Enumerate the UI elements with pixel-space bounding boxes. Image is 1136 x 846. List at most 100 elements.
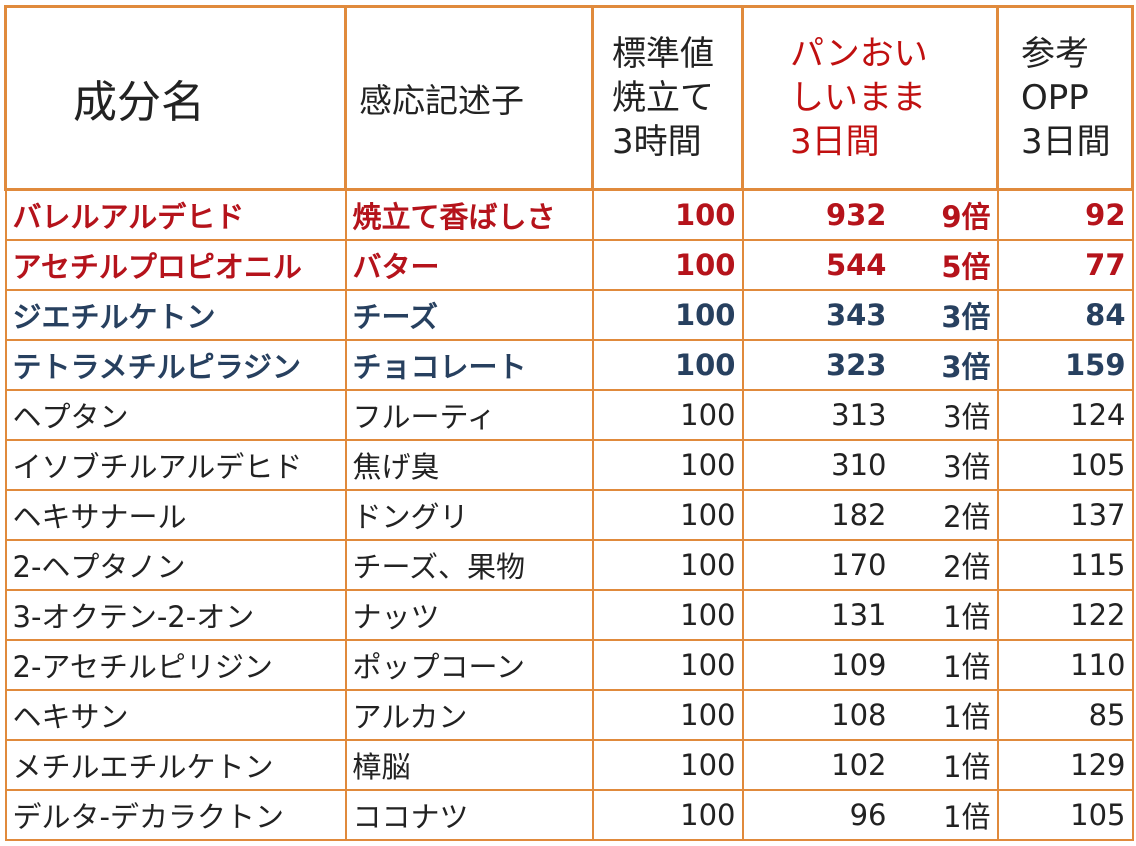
multiplier-cell: 2倍 bbox=[892, 539, 999, 591]
header-pan-line1: パンおい bbox=[790, 34, 928, 74]
standard-value-cell: 100 bbox=[591, 289, 744, 341]
sensory-descriptor-cell: 樟脳 bbox=[344, 739, 594, 791]
opp-value-cell: 122 bbox=[996, 589, 1134, 641]
multiplier-cell: 1倍 bbox=[892, 689, 999, 741]
multiplier-cell: 3倍 bbox=[892, 339, 999, 391]
table-row: ヘキサナール ドングリ 100 182 2倍 137 bbox=[4, 489, 1134, 541]
component-name-cell: イソブチルアルデヒド bbox=[4, 439, 347, 491]
pan-value-cell: 108 bbox=[741, 689, 893, 741]
multiplier-cell: 5倍 bbox=[892, 239, 999, 291]
component-name-cell: ヘキサン bbox=[4, 689, 347, 741]
multiplier-cell: 3倍 bbox=[892, 439, 999, 491]
standard-value-cell: 100 bbox=[591, 188, 744, 241]
table-row: メチルエチルケトン 樟脳 100 102 1倍 129 bbox=[4, 739, 1134, 791]
pan-value-cell: 310 bbox=[741, 439, 893, 491]
opp-value-cell: 129 bbox=[996, 739, 1134, 791]
component-name-cell: 2-アセチルピリジン bbox=[4, 639, 347, 691]
opp-value-cell: 124 bbox=[996, 389, 1134, 441]
opp-value-cell: 92 bbox=[996, 188, 1134, 241]
standard-value-cell: 100 bbox=[591, 789, 744, 841]
header-component-name: 成分名 bbox=[4, 5, 347, 191]
pan-value-cell: 102 bbox=[741, 739, 893, 791]
component-name-cell: デルタ-デカラクトン bbox=[4, 789, 347, 841]
opp-value-cell: 110 bbox=[996, 639, 1134, 691]
sensory-descriptor-cell: ココナツ bbox=[344, 789, 594, 841]
sensory-descriptor-cell: バター bbox=[344, 239, 594, 291]
multiplier-cell: 3倍 bbox=[892, 289, 999, 341]
standard-value-cell: 100 bbox=[591, 589, 744, 641]
sensory-descriptor-cell: アルカン bbox=[344, 689, 594, 741]
table-row: ジエチルケトン チーズ 100 343 3倍 84 bbox=[4, 289, 1134, 341]
header-standard-line3: 3時間 bbox=[612, 122, 702, 162]
multiplier-cell: 1倍 bbox=[892, 739, 999, 791]
component-name-cell: アセチルプロピオニル bbox=[4, 239, 347, 291]
header-sensory-descriptor: 感応記述子 bbox=[344, 5, 594, 191]
component-name-cell: ヘプタン bbox=[4, 389, 347, 441]
opp-value-cell: 115 bbox=[996, 539, 1134, 591]
component-name-cell: 3-オクテン-2-オン bbox=[4, 589, 347, 641]
header-row: 成分名 感応記述子 標準値 焼立て 3時間 パンおい しいまま 3日間 参考 O… bbox=[4, 5, 1135, 191]
opp-value-cell: 105 bbox=[996, 439, 1134, 491]
header-pan-3days: パンおい しいまま 3日間 bbox=[740, 5, 1000, 191]
standard-value-cell: 100 bbox=[591, 489, 744, 541]
aroma-comparison-table: 成分名 感応記述子 標準値 焼立て 3時間 パンおい しいまま 3日間 参考 O… bbox=[4, 5, 1135, 841]
pan-value-cell: 323 bbox=[741, 339, 893, 391]
component-name-cell: ヘキサナール bbox=[4, 489, 347, 541]
pan-value-cell: 182 bbox=[741, 489, 893, 541]
pan-value-cell: 343 bbox=[741, 289, 893, 341]
header-opp-reference: 参考 OPP 3日間 bbox=[996, 5, 1135, 191]
sensory-descriptor-cell: チョコレート bbox=[344, 339, 594, 391]
table-row: ヘキサン アルカン 100 108 1倍 85 bbox=[4, 689, 1134, 741]
multiplier-cell: 1倍 bbox=[892, 789, 999, 841]
header-pan-line3: 3日間 bbox=[790, 122, 880, 162]
sensory-descriptor-cell: ナッツ bbox=[344, 589, 594, 641]
sensory-descriptor-cell: チーズ、果物 bbox=[344, 539, 594, 591]
standard-value-cell: 100 bbox=[591, 739, 744, 791]
header-opp-line2: OPP bbox=[1021, 78, 1089, 118]
sensory-descriptor-cell: チーズ bbox=[344, 289, 594, 341]
header-opp-line1: 参考 bbox=[1021, 34, 1090, 74]
table-row: ヘプタン フルーティ 100 313 3倍 124 bbox=[4, 389, 1134, 441]
standard-value-cell: 100 bbox=[591, 239, 744, 291]
opp-value-cell: 137 bbox=[996, 489, 1134, 541]
header-pan-line2: しいまま bbox=[790, 78, 926, 118]
header-standard-value: 標準値 焼立て 3時間 bbox=[591, 5, 744, 191]
pan-value-cell: 109 bbox=[741, 639, 893, 691]
table-row: バレルアルデヒド 焼立て香ばしさ 100 932 9倍 92 bbox=[4, 188, 1134, 241]
header-opp-line3: 3日間 bbox=[1021, 122, 1111, 162]
opp-value-cell: 105 bbox=[996, 789, 1134, 841]
table-row: 2-ヘプタノン チーズ、果物 100 170 2倍 115 bbox=[4, 539, 1134, 591]
opp-value-cell: 159 bbox=[996, 339, 1134, 391]
sensory-descriptor-cell: 焼立て香ばしさ bbox=[344, 188, 594, 241]
component-name-cell: 2-ヘプタノン bbox=[4, 539, 347, 591]
sensory-descriptor-cell: ポップコーン bbox=[344, 639, 594, 691]
multiplier-cell: 1倍 bbox=[892, 639, 999, 691]
opp-value-cell: 84 bbox=[996, 289, 1134, 341]
opp-value-cell: 85 bbox=[996, 689, 1134, 741]
header-standard-line1: 標準値 bbox=[612, 34, 714, 74]
pan-value-cell: 313 bbox=[741, 389, 893, 441]
standard-value-cell: 100 bbox=[591, 389, 744, 441]
multiplier-cell: 3倍 bbox=[892, 389, 999, 441]
multiplier-cell: 2倍 bbox=[892, 489, 999, 541]
multiplier-cell: 9倍 bbox=[892, 188, 999, 241]
component-name-cell: ジエチルケトン bbox=[4, 289, 347, 341]
opp-value-cell: 77 bbox=[996, 239, 1134, 291]
multiplier-cell: 1倍 bbox=[892, 589, 999, 641]
standard-value-cell: 100 bbox=[591, 539, 744, 591]
pan-value-cell: 131 bbox=[741, 589, 893, 641]
component-name-cell: メチルエチルケトン bbox=[4, 739, 347, 791]
component-name-cell: テトラメチルピラジン bbox=[4, 339, 347, 391]
pan-value-cell: 170 bbox=[741, 539, 893, 591]
table-row: デルタ-デカラクトン ココナツ 100 96 1倍 105 bbox=[4, 789, 1134, 841]
table-row: 3-オクテン-2-オン ナッツ 100 131 1倍 122 bbox=[4, 589, 1134, 641]
pan-value-cell: 932 bbox=[741, 188, 893, 241]
component-name-cell: バレルアルデヒド bbox=[4, 188, 347, 241]
table-row: テトラメチルピラジン チョコレート 100 323 3倍 159 bbox=[4, 339, 1134, 391]
sensory-descriptor-cell: 焦げ臭 bbox=[344, 439, 594, 491]
pan-value-cell: 96 bbox=[741, 789, 893, 841]
sensory-descriptor-cell: フルーティ bbox=[344, 389, 594, 441]
standard-value-cell: 100 bbox=[591, 689, 744, 741]
pan-value-cell: 544 bbox=[741, 239, 893, 291]
standard-value-cell: 100 bbox=[591, 439, 744, 491]
